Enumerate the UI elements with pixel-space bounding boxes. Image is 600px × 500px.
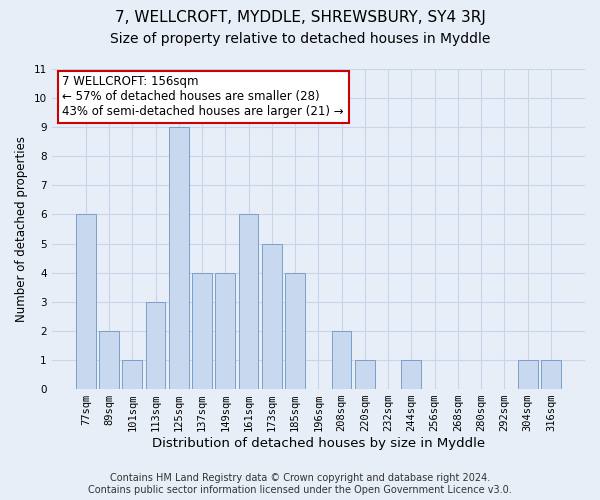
Bar [215, 272, 235, 389]
Bar [146, 302, 166, 389]
Bar [192, 272, 212, 389]
Bar [76, 214, 95, 389]
Bar [239, 214, 259, 389]
Bar [355, 360, 375, 389]
Bar [285, 272, 305, 389]
Y-axis label: Number of detached properties: Number of detached properties [15, 136, 28, 322]
Bar [518, 360, 538, 389]
Bar [401, 360, 421, 389]
Text: Size of property relative to detached houses in Myddle: Size of property relative to detached ho… [110, 32, 490, 46]
Bar [122, 360, 142, 389]
Text: 7, WELLCROFT, MYDDLE, SHREWSBURY, SY4 3RJ: 7, WELLCROFT, MYDDLE, SHREWSBURY, SY4 3R… [115, 10, 485, 25]
Bar [99, 331, 119, 389]
Bar [262, 244, 282, 389]
Bar [169, 127, 188, 389]
Bar [332, 331, 352, 389]
Bar [541, 360, 561, 389]
Text: 7 WELLCROFT: 156sqm
← 57% of detached houses are smaller (28)
43% of semi-detach: 7 WELLCROFT: 156sqm ← 57% of detached ho… [62, 76, 344, 118]
Text: Contains HM Land Registry data © Crown copyright and database right 2024.
Contai: Contains HM Land Registry data © Crown c… [88, 474, 512, 495]
X-axis label: Distribution of detached houses by size in Myddle: Distribution of detached houses by size … [152, 437, 485, 450]
